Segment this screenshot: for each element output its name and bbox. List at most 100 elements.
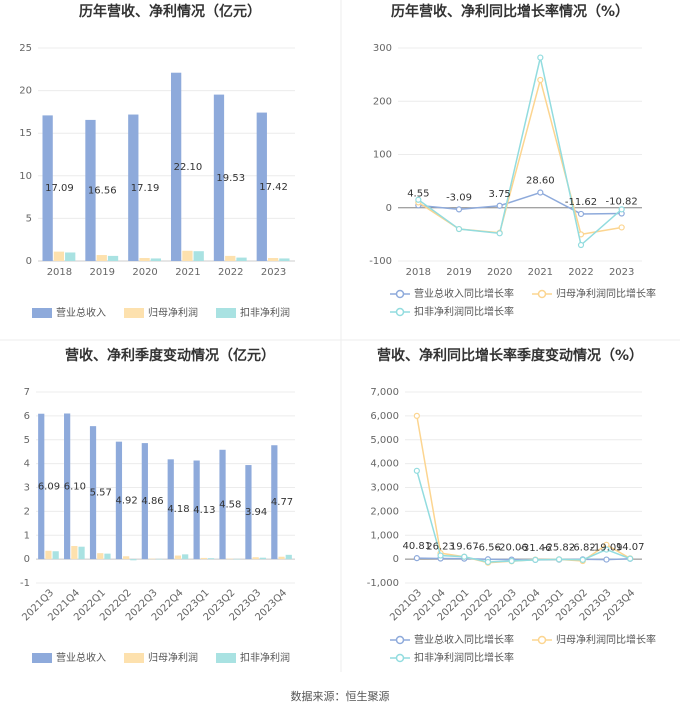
bar: [104, 553, 111, 560]
y-tick-label: 15: [19, 128, 32, 139]
x-tick-label: 2022: [568, 267, 593, 278]
y-tick-label: 0: [26, 256, 32, 267]
y-tick-label: -100: [369, 256, 392, 267]
y-tick-label: 6,000: [370, 411, 399, 422]
point: [555, 556, 563, 563]
point: [455, 206, 463, 213]
point: [437, 552, 444, 559]
x-tick-label: 2019: [90, 267, 115, 278]
value-label: 17.42: [259, 182, 288, 193]
bar: [115, 441, 123, 560]
value-label: 22.10: [174, 162, 203, 173]
bar: [148, 558, 156, 560]
value-label: 6.10: [64, 481, 86, 492]
bar: [65, 252, 76, 261]
value-label: 14.07: [616, 542, 645, 553]
point: [496, 230, 503, 237]
bar: [52, 551, 59, 560]
value-label: 4.58: [219, 499, 241, 510]
legend-label: 营业总收入同比增长率: [414, 287, 514, 300]
value-label: -11.62: [565, 197, 597, 208]
point: [415, 196, 422, 203]
legend-label: 归母净利润同比增长率: [556, 633, 656, 646]
y-tick-label: 3,000: [370, 483, 399, 494]
y-tick-label: 0: [386, 203, 392, 214]
value-label: -3.09: [446, 192, 472, 203]
bar: [278, 556, 285, 560]
value-label: 3.94: [245, 507, 267, 518]
y-tick-label: 25: [19, 43, 32, 54]
bar: [200, 557, 207, 560]
legend-swatch: [395, 653, 405, 663]
bar: [141, 443, 148, 560]
chart-title: 营收、净利季度变动情况（亿元）: [65, 347, 275, 364]
x-tick-label: 2018: [406, 267, 431, 278]
x-tick-label: 2019: [446, 267, 471, 278]
bar: [170, 72, 182, 261]
bar: [38, 413, 45, 560]
value-label: -25.82: [543, 543, 575, 554]
bar: [71, 545, 78, 560]
y-tick-label: 4: [24, 459, 30, 470]
x-tick-label: 2020: [487, 267, 512, 278]
bar: [279, 258, 290, 261]
x-tick-label: 2018: [47, 267, 72, 278]
bar: [193, 460, 200, 560]
bar: [193, 251, 204, 261]
value-label: 4.55: [407, 188, 429, 199]
value-label: 5.57: [90, 488, 112, 499]
value-label: 6.09: [38, 481, 60, 492]
bar: [130, 559, 137, 561]
value-label: -20.06: [496, 543, 528, 554]
y-tick-label: 7,000: [370, 387, 399, 398]
y-tick-label: 0: [24, 554, 30, 565]
bar: [53, 251, 65, 261]
bar: [123, 556, 130, 560]
bar: [259, 557, 266, 560]
chart-title: 历年营收、净利情况（亿元）: [79, 3, 261, 20]
bar: [64, 413, 71, 560]
y-tick-label: 1,000: [370, 530, 399, 541]
x-tick-label: 2021: [528, 267, 553, 278]
legend-label: 扣非净利润: [240, 306, 290, 319]
bar: [271, 445, 278, 560]
point: [603, 546, 610, 553]
value-label: -6.56: [475, 542, 501, 553]
value-label: 19.53: [216, 173, 245, 184]
bar: [139, 258, 150, 261]
value-label: 4.77: [271, 497, 293, 508]
y-tick-label: 2,000: [370, 506, 399, 517]
legend-swatch: [395, 635, 405, 645]
y-tick-label: 4,000: [370, 459, 399, 470]
bar: [182, 250, 193, 261]
chart-title: 历年营收、净利同比增长率情况（%）: [391, 3, 629, 20]
legend-swatch: [124, 653, 144, 663]
legend-swatch: [216, 653, 236, 663]
bar: [225, 255, 236, 261]
point: [618, 224, 625, 231]
y-tick-label: 0: [393, 554, 399, 565]
bar: [167, 459, 174, 560]
y-tick-label: 100: [373, 150, 392, 161]
source-note: 数据来源：恒生聚源: [291, 689, 390, 703]
point: [508, 557, 515, 565]
line: [417, 57, 623, 247]
bar: [267, 258, 279, 261]
point: [413, 412, 420, 419]
line: [418, 191, 622, 215]
point: [537, 76, 544, 84]
value-label: -10.82: [606, 197, 638, 208]
value-label: 3.75: [489, 189, 511, 200]
legend-label: 营业总收入: [56, 306, 106, 319]
point: [413, 467, 420, 474]
value-label: 19.67: [450, 542, 479, 553]
value-label: 4.13: [193, 505, 215, 516]
legend-label: 归母净利润同比增长率: [556, 287, 656, 300]
point: [577, 210, 585, 218]
y-tick-label: 1: [24, 530, 30, 541]
point: [579, 556, 586, 563]
y-tick-label: 6: [24, 411, 30, 422]
point: [627, 555, 634, 562]
value-label: 17.09: [45, 183, 74, 194]
